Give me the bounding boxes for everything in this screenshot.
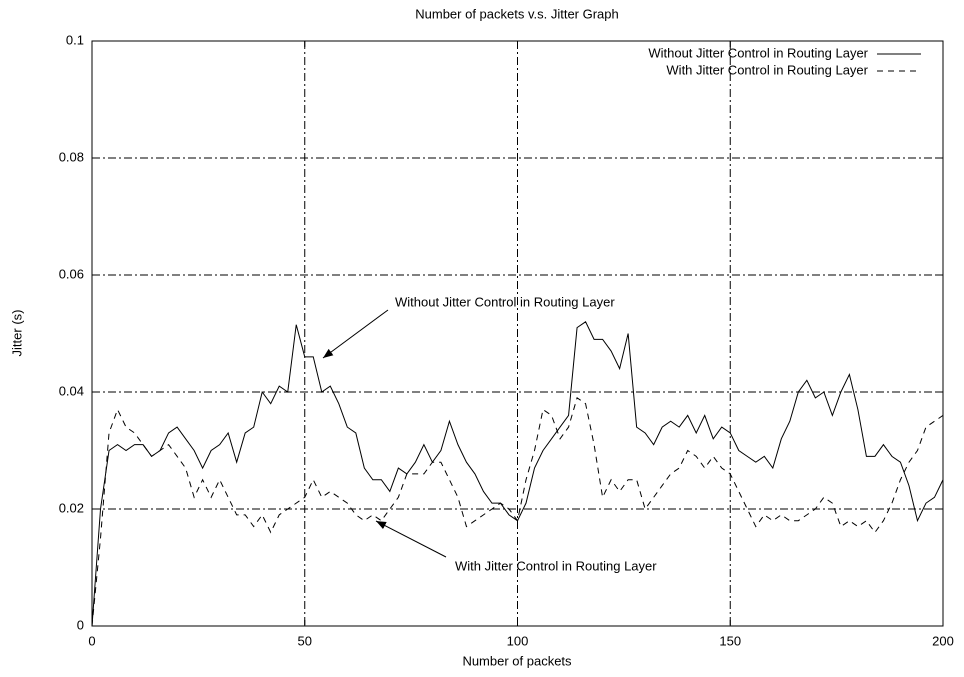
- annotation-arrow: [375, 520, 447, 558]
- x-tick-label: 150: [719, 633, 741, 648]
- y-tick-label: 0: [77, 617, 84, 632]
- data-line: [91, 397, 944, 627]
- annotation-arrow: [322, 309, 389, 359]
- x-tick-label: 50: [298, 633, 312, 648]
- y-axis-title: Jitter (s): [9, 310, 24, 357]
- annotation: Without Jitter Control in Routing Layer: [395, 294, 615, 309]
- y-tick-label: 0.08: [59, 149, 84, 164]
- legend-label: With Jitter Control in Routing Layer: [666, 62, 868, 77]
- x-tick-label: 200: [932, 633, 954, 648]
- x-axis-title: Number of packets: [462, 653, 572, 668]
- legend-label: Without Jitter Control in Routing Layer: [648, 45, 868, 60]
- y-tick-label: 0.04: [59, 383, 84, 398]
- y-tick-label: 0.1: [66, 32, 84, 47]
- y-tick-label: 0.02: [59, 500, 84, 515]
- y-tick-label: 0.06: [59, 266, 84, 281]
- x-tick-label: 0: [88, 633, 95, 648]
- chart-title: Number of packets v.s. Jitter Graph: [415, 6, 619, 21]
- annotation: With Jitter Control in Routing Layer: [455, 558, 657, 573]
- x-tick-label: 100: [507, 633, 529, 648]
